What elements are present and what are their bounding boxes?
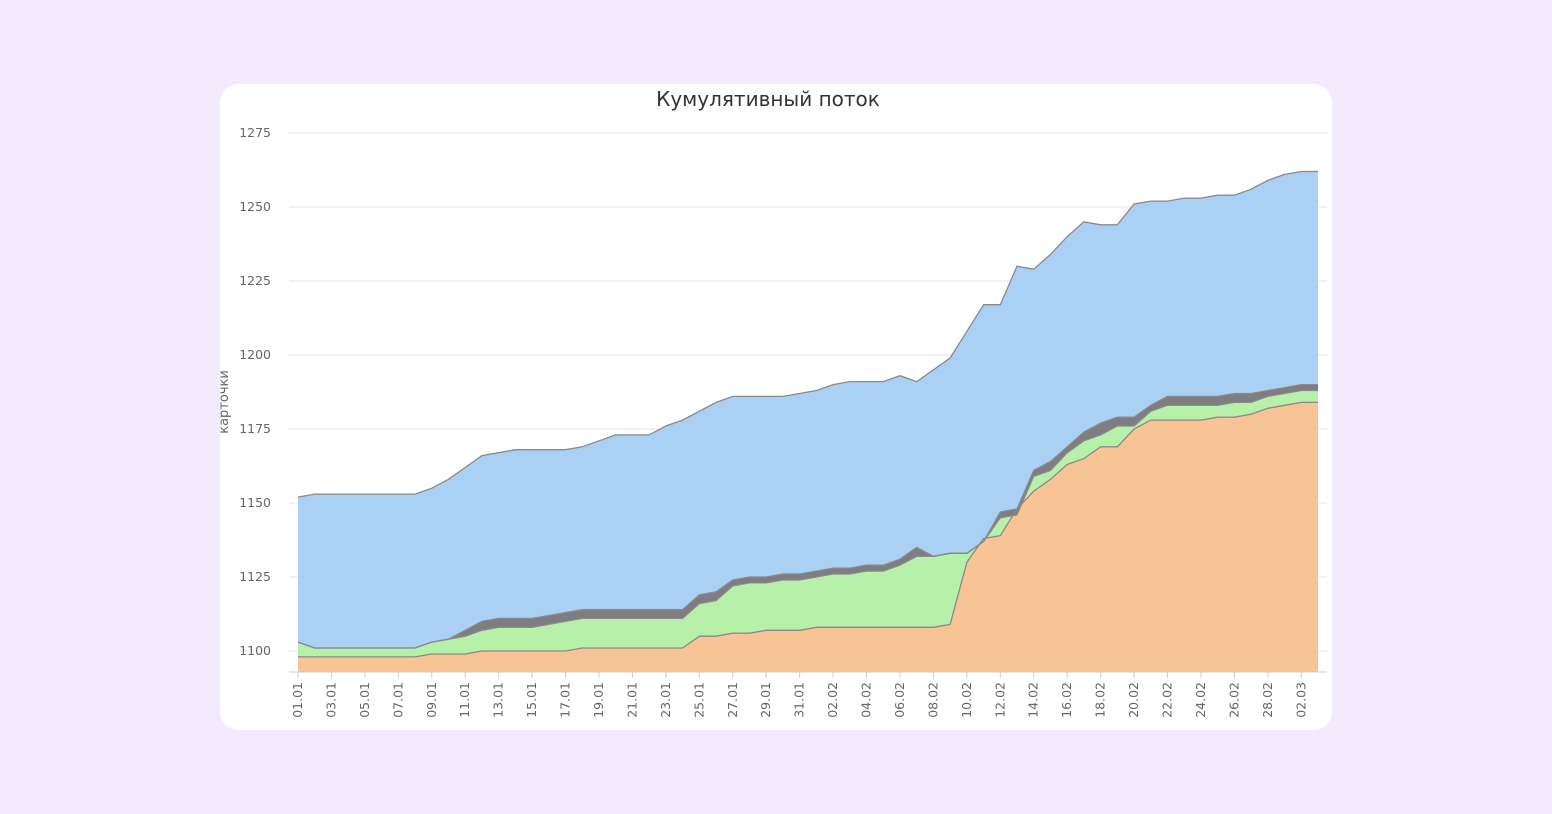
- y-tick-label: 1225: [239, 273, 271, 288]
- x-tick-label: 10.02: [959, 682, 974, 718]
- series-line-green: [297, 389, 1318, 649]
- x-tick-label: 16.02: [1059, 682, 1074, 718]
- x-tick-label: 02.02: [825, 682, 840, 718]
- x-tick-label: 28.02: [1260, 682, 1275, 718]
- series-lines: [297, 170, 1318, 658]
- x-tick-label: 05.01: [357, 682, 372, 718]
- series-area-blue: [298, 171, 1318, 648]
- x-tick-label: 19.01: [591, 682, 606, 718]
- y-tick-label: 1150: [239, 495, 271, 510]
- x-tick-label: 07.01: [390, 682, 405, 718]
- y-tick-label: 1200: [239, 347, 271, 362]
- chart-title: Кумулятивный поток: [656, 87, 880, 111]
- x-tick-label: 11.01: [457, 682, 472, 718]
- series-line-gray: [297, 383, 1318, 649]
- y-tick-label: 1175: [239, 421, 271, 436]
- axes: [289, 671, 1327, 678]
- y-tick-label: 1250: [239, 199, 271, 214]
- x-tick-label: 02.03: [1293, 682, 1308, 718]
- x-tick-label: 22.02: [1160, 682, 1175, 718]
- x-tick-label: 06.02: [892, 682, 907, 718]
- x-tick-label: 03.01: [323, 682, 338, 718]
- x-tick-label: 14.02: [1026, 682, 1041, 718]
- x-tick-label: 15.01: [524, 682, 539, 718]
- x-tick-label: 09.01: [424, 682, 439, 718]
- x-tick-label: 12.02: [992, 682, 1007, 718]
- x-tick-label: 29.01: [758, 682, 773, 718]
- x-tick-label: 08.02: [925, 682, 940, 718]
- x-tick-label: 31.01: [792, 682, 807, 718]
- x-tick-label: 21.01: [624, 682, 639, 718]
- x-tick-label: 20.02: [1126, 682, 1141, 718]
- x-tick-label: 17.01: [558, 682, 573, 718]
- series-areas: [298, 171, 1318, 672]
- y-tick-label: 1125: [239, 569, 271, 584]
- x-tick-label: 04.02: [859, 682, 874, 718]
- x-tick-labels: 01.01 03.01 05.01 07.01 09.01 11.01 13.01 15.01…: [290, 682, 1308, 718]
- series-area-orange: [298, 402, 1318, 672]
- y-tick-labels: 1100 1125 1150 1175 1200 1225 1250 1275: [239, 125, 271, 658]
- x-tick-label: 23.01: [658, 682, 673, 718]
- x-tick-label: 25.01: [691, 682, 706, 718]
- y-tick-label: 1100: [239, 643, 271, 658]
- x-tick-label: 26.02: [1226, 682, 1241, 718]
- y-tick-label: 1275: [239, 125, 271, 140]
- x-tick-label: 24.02: [1193, 682, 1208, 718]
- series-line-blue: [297, 170, 1318, 498]
- x-tick-label: 18.02: [1093, 682, 1108, 718]
- x-tick-label: 01.01: [290, 682, 305, 718]
- series-line-orange: [298, 401, 1318, 658]
- x-tick-label: 27.01: [725, 682, 740, 718]
- y-axis-label: карточки: [217, 370, 232, 434]
- x-tick-label: 13.01: [491, 682, 506, 718]
